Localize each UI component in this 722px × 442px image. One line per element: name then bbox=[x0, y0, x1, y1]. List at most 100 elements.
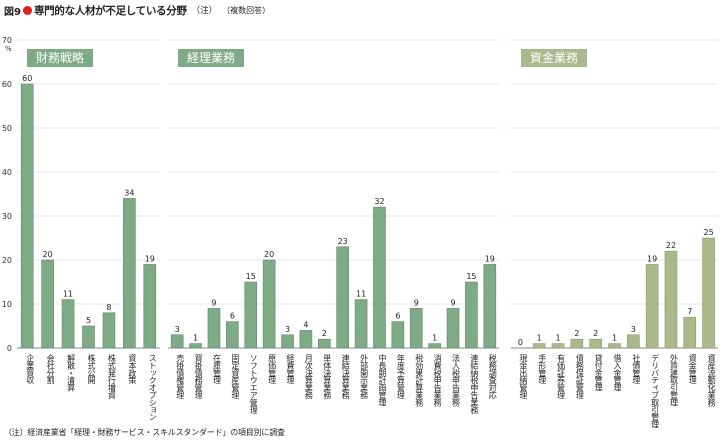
bar bbox=[664, 250, 678, 349]
figure-title-row: 図9 専門的な人材が不足している分野 （注） （複数回答） bbox=[4, 2, 270, 18]
bar-value-label: 22 bbox=[666, 241, 676, 250]
category-label: 年度予算管理 bbox=[396, 353, 405, 399]
category-label: 売掛債権管理 bbox=[176, 353, 185, 399]
bar bbox=[428, 343, 441, 349]
bar bbox=[41, 259, 54, 349]
y-tick-label: 70 bbox=[2, 36, 12, 45]
y-tick-label: 0 bbox=[7, 344, 12, 353]
category-label: 有価証券管理 bbox=[557, 353, 566, 399]
bar bbox=[627, 334, 640, 349]
bar bbox=[336, 246, 349, 349]
bar-value-label: 20 bbox=[264, 250, 274, 259]
group-header bbox=[27, 49, 93, 67]
bar bbox=[262, 259, 276, 349]
bar-value-label: 9 bbox=[414, 298, 419, 307]
category-label: 経費管理 bbox=[286, 353, 295, 384]
bar bbox=[82, 325, 95, 349]
bar-value-label: 9 bbox=[211, 298, 216, 307]
group-header-label: 資金業務 bbox=[530, 50, 578, 65]
category-label: 現金出納管理 bbox=[519, 354, 528, 399]
bar bbox=[702, 237, 715, 349]
bar bbox=[570, 338, 584, 349]
bar bbox=[373, 206, 386, 349]
y-tick-label: 30 bbox=[2, 212, 12, 221]
category-label: 株式発行増資 bbox=[107, 353, 116, 400]
bar-value-label: 1 bbox=[612, 334, 617, 343]
category-label: デリバティブ取引管理 bbox=[651, 353, 660, 429]
category-label: 企業買収 bbox=[26, 353, 35, 385]
category-label: 外貨建取引管理 bbox=[669, 353, 678, 406]
bar bbox=[20, 83, 34, 349]
bar bbox=[465, 281, 478, 349]
bar-value-label: 4 bbox=[303, 320, 308, 329]
category-label: 手形管理 bbox=[538, 353, 547, 384]
figure-title: 専門的な人材が不足している分野 bbox=[33, 4, 187, 17]
bar-value-label: 32 bbox=[374, 197, 384, 206]
bar-value-label: 19 bbox=[145, 254, 155, 263]
category-label: 在庫管理 bbox=[212, 353, 221, 384]
category-label: 資産流動化業務 bbox=[707, 353, 716, 407]
category-label: 固定資産管理 bbox=[231, 354, 240, 399]
category-label: ストックオプション bbox=[148, 354, 157, 421]
category-label: 買掛債務管理 bbox=[194, 354, 203, 399]
category-label: 解散・清算 bbox=[67, 353, 76, 393]
category-label: 月次決算業務 bbox=[304, 354, 313, 400]
bar bbox=[102, 312, 116, 349]
bar-value-label: 1 bbox=[193, 334, 198, 343]
bar bbox=[299, 330, 313, 349]
bar bbox=[123, 198, 136, 349]
bar-value-label: 34 bbox=[124, 188, 134, 197]
bar bbox=[318, 338, 331, 349]
category-label: 消費税申告業務 bbox=[433, 353, 442, 407]
bar-value-label: 19 bbox=[485, 254, 495, 263]
red-dot-icon bbox=[22, 5, 32, 15]
footnote: （注）経済産業省「経理・財務サービス・スキルスタンダード」の項目別に調査 bbox=[4, 428, 285, 437]
category-label: 社債管理 bbox=[632, 353, 641, 384]
category-label: 債務保証管理 bbox=[575, 353, 584, 399]
category-label: 株式公開 bbox=[87, 353, 96, 385]
bar-value-label: 3 bbox=[631, 325, 636, 334]
category-label: 資本政策 bbox=[128, 353, 137, 385]
bar-value-label: 25 bbox=[703, 228, 713, 237]
bar-value-label: 3 bbox=[175, 325, 180, 334]
figure-number: 図9 bbox=[4, 6, 21, 18]
bar bbox=[409, 308, 423, 349]
bar-value-label: 2 bbox=[574, 329, 579, 338]
bar bbox=[551, 343, 565, 349]
y-tick-label: 60 bbox=[2, 80, 12, 89]
bar bbox=[170, 334, 184, 349]
category-label: 税務調査対応 bbox=[488, 353, 497, 400]
bar bbox=[532, 343, 546, 349]
category-label: 外部開示業務 bbox=[360, 353, 369, 400]
category-label: 資金管理 bbox=[688, 353, 697, 384]
bar-value-label: 9 bbox=[450, 298, 455, 307]
bar bbox=[608, 343, 621, 349]
bar bbox=[281, 334, 294, 349]
y-tick-label: 10 bbox=[2, 300, 12, 309]
category-label: 借入金管理 bbox=[613, 353, 622, 392]
bar bbox=[226, 321, 239, 349]
bar-value-label: 3 bbox=[285, 325, 290, 334]
figure-subtitle: （複数回答） bbox=[222, 5, 271, 15]
category-label: 連結決算業務 bbox=[341, 353, 350, 400]
category-label: 貸付金管理 bbox=[594, 353, 603, 392]
figure-title-note: （注） bbox=[191, 6, 218, 16]
category-label: 単体決算業務 bbox=[323, 353, 332, 400]
bar-value-label: 5 bbox=[86, 316, 91, 325]
bar bbox=[189, 343, 202, 349]
group-header-label: 経理業務 bbox=[187, 51, 235, 65]
bar-value-label: 1 bbox=[537, 334, 542, 343]
category-label: 会社分割 bbox=[46, 353, 55, 385]
bar-value-label: 15 bbox=[246, 272, 256, 281]
category-label: 連結納税申告業務 bbox=[470, 353, 479, 415]
bar bbox=[207, 308, 221, 349]
bar-value-label: 20 bbox=[43, 250, 53, 259]
y-tick-label: 20 bbox=[2, 256, 12, 265]
category-label: 原価管理 bbox=[268, 354, 277, 384]
category-label: 税効果計算業務 bbox=[415, 353, 424, 407]
bar bbox=[645, 264, 659, 349]
category-label: 法人税申告業務 bbox=[452, 353, 461, 407]
bar-value-label: 0 bbox=[518, 338, 523, 347]
bar-value-label: 15 bbox=[466, 272, 476, 281]
